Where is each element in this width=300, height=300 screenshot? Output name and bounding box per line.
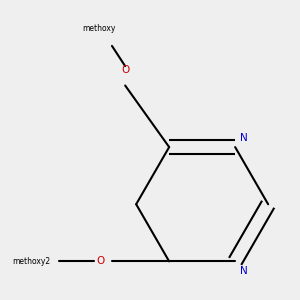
Text: O: O [121, 65, 129, 75]
Text: O: O [97, 256, 105, 266]
Text: N: N [240, 133, 247, 143]
Text: methoxy2: methoxy2 [12, 257, 50, 266]
Text: N: N [240, 266, 247, 276]
Text: methoxy: methoxy [82, 24, 116, 33]
